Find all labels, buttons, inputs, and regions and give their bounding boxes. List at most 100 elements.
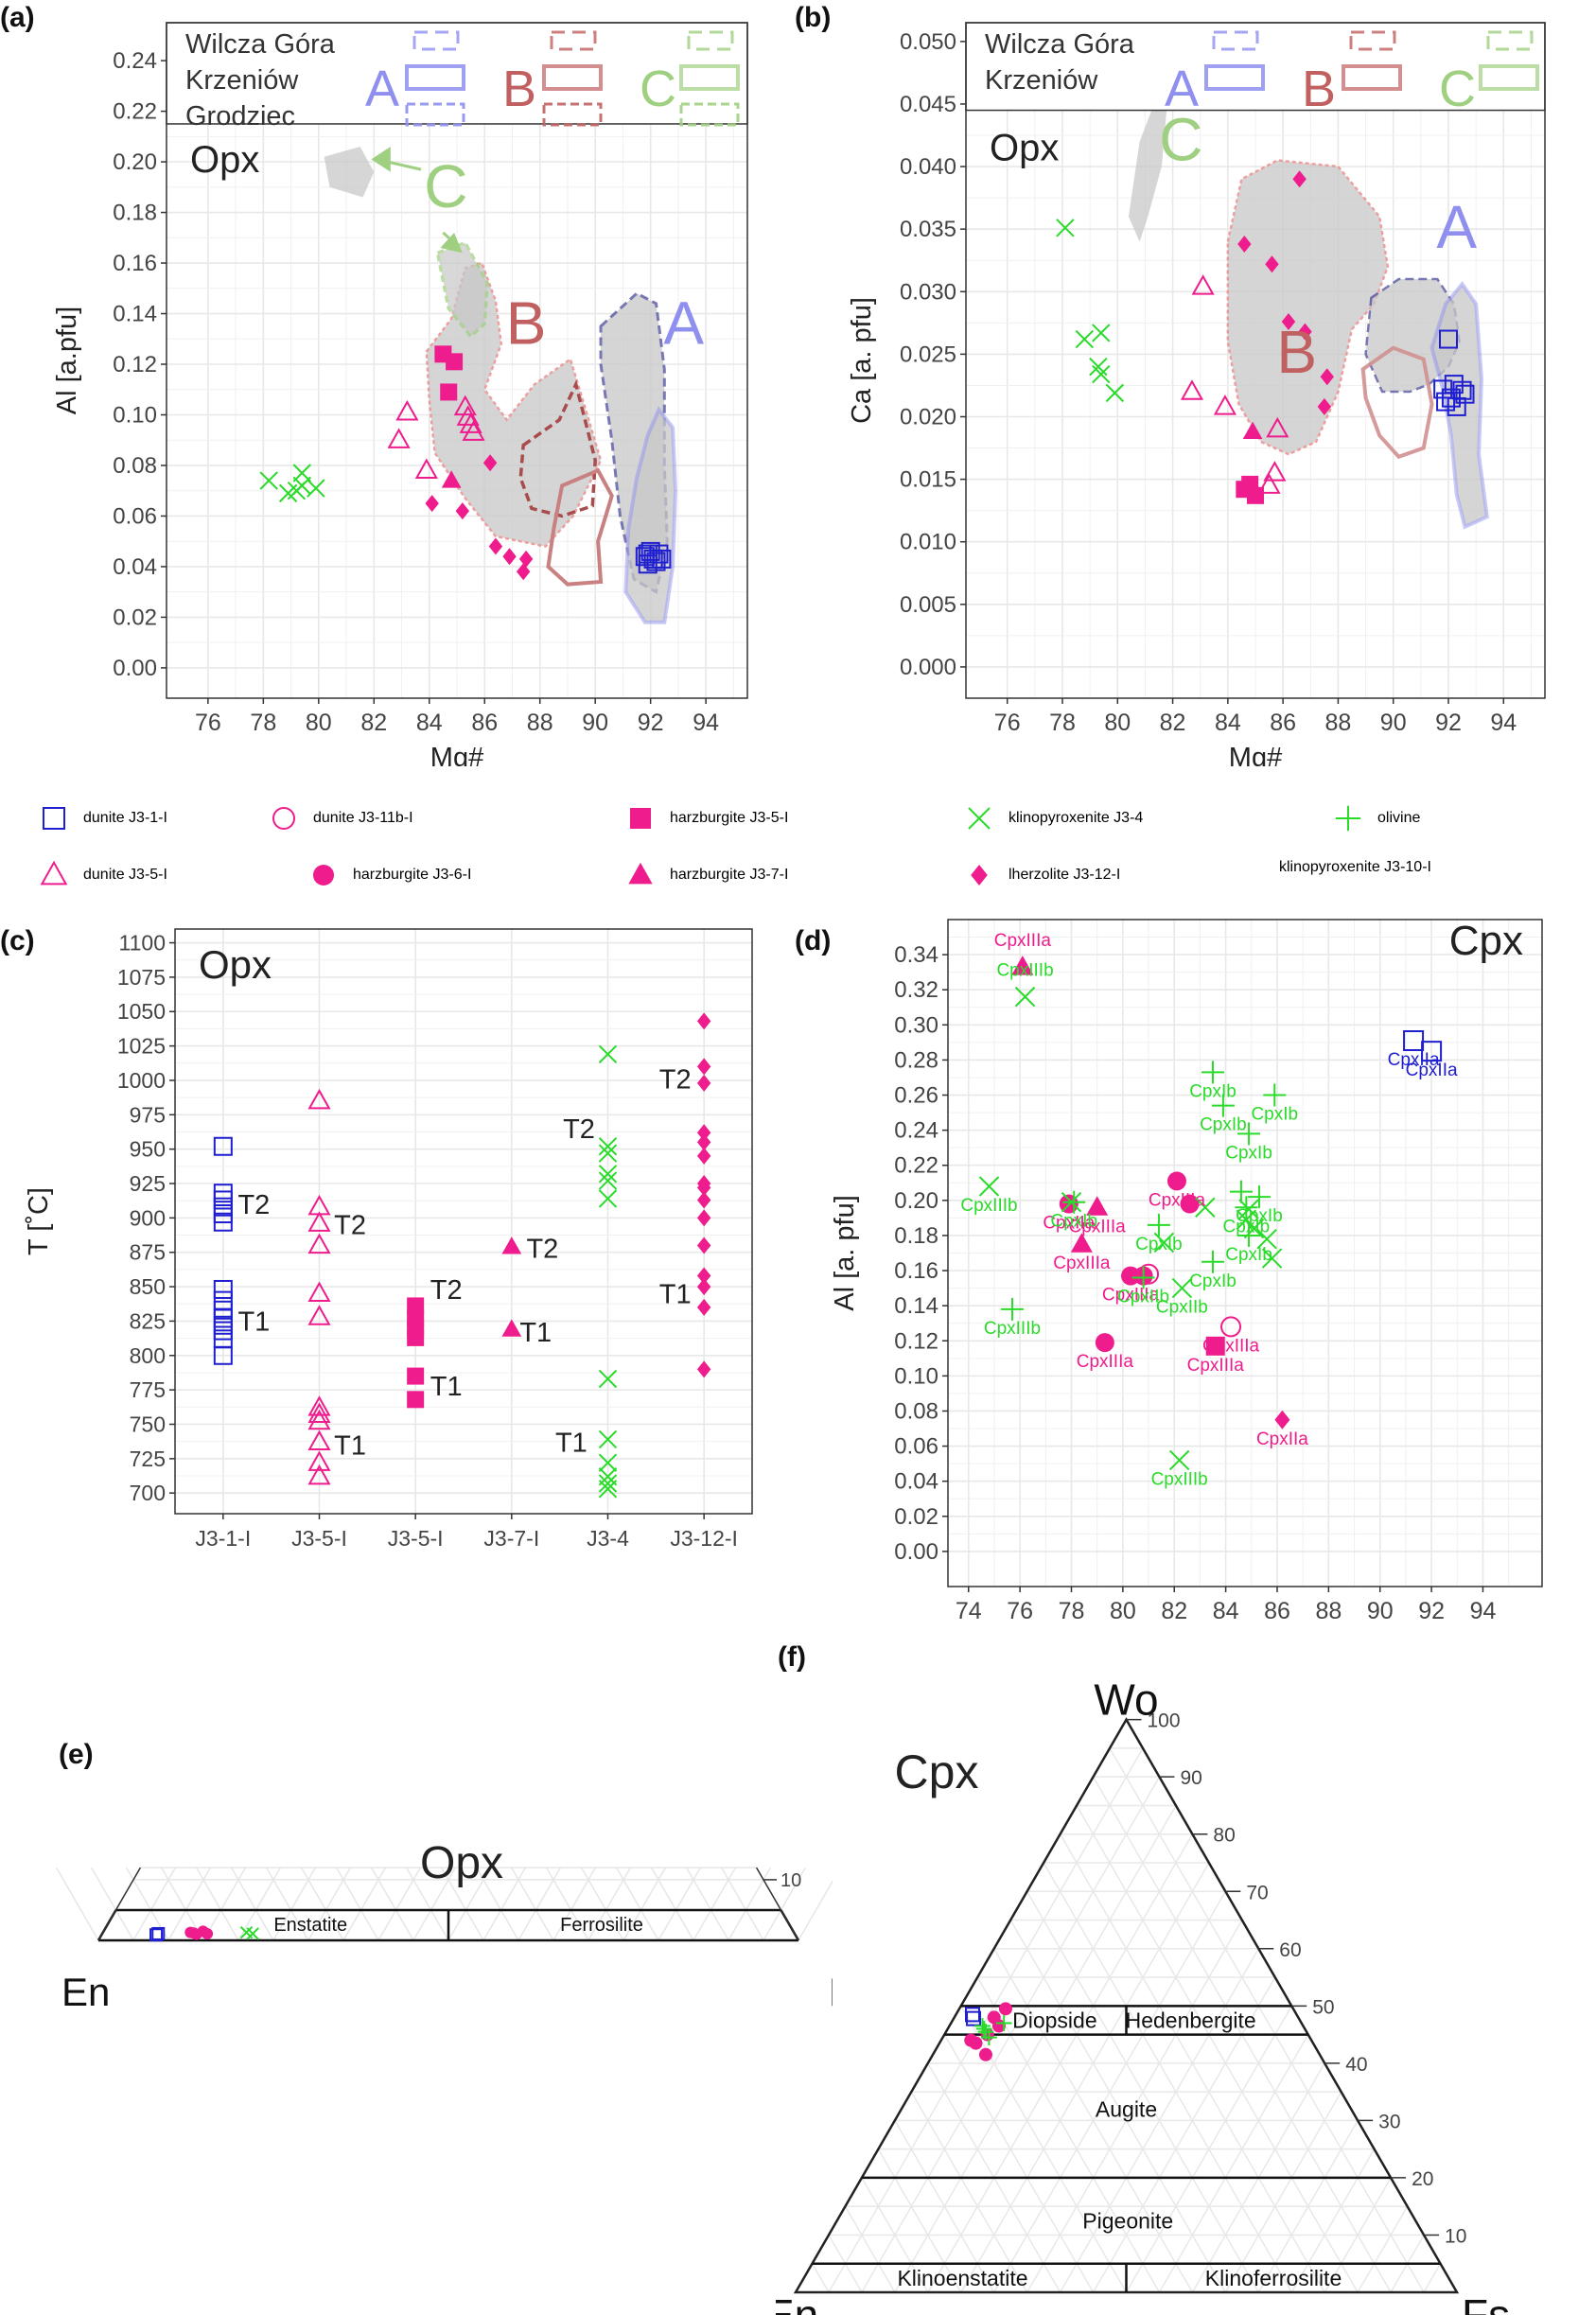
x-tick-label: 80 [1110, 1598, 1136, 1624]
x-tick-label: 94 [693, 710, 719, 736]
x-tick-label: 76 [1007, 1598, 1033, 1624]
axis-tick-label: 80 [1213, 1825, 1235, 1847]
y-tick-label: 0.035 [900, 217, 956, 242]
point-lherzolite-j3-12-i [1292, 170, 1307, 188]
point-olivine [1237, 1223, 1261, 1247]
point-label: CpxIb [1236, 1206, 1283, 1226]
legend-item: klinopyroxenite J3-10-I [1279, 859, 1431, 876]
corner-label-fs: Fs [1462, 2290, 1510, 2315]
point-lherzolite-j3-12-i [518, 550, 534, 568]
y-tick-label: 0.14 [894, 1293, 938, 1319]
y-tick-label: 0.32 [894, 977, 938, 1003]
point-dunite-j3-5-i [307, 1395, 331, 1416]
chart-a-opx-al-vs-mg: 76 78 80 82 84 86 88 90 92 94 0.00 0.02 0.04 0.06 0.08… [52, 22, 748, 766]
point-dunite-j3-5-i [307, 1464, 331, 1485]
point-lherzolite-j3-12-i [696, 1133, 711, 1151]
y-tick-label: 1100 [119, 931, 166, 956]
y-tick-label: 0.22 [894, 1153, 938, 1179]
legend-symbol-open-circle-icon [272, 807, 295, 830]
point-dunite-j3-5-i [307, 1281, 331, 1302]
point-dunite-j3-5-i [456, 405, 480, 426]
point-klinopyroxenite-j3-4 [598, 1480, 618, 1499]
legend-label: lherzolite J3-12-I [1008, 867, 1121, 883]
arrow-head-c-lower [440, 232, 463, 254]
point-lherzolite-j3-12-i [696, 1012, 711, 1030]
panel-label-d: (d) [795, 925, 832, 956]
axis-ticks: 76 78 80 82 84 86 88 90 92 94 0.00 0.02 0.04 0.06 0.08… [113, 48, 719, 736]
plot-background [175, 929, 752, 1514]
point-olivine [1131, 1266, 1155, 1289]
point-lherzolite-j3-12-i [482, 454, 498, 472]
point-label: CpxIIIa [1069, 1217, 1127, 1236]
field-label-ferrosilite: Ferrosilite [560, 1915, 643, 1936]
legend-symbol-open-triangle-icon [40, 860, 68, 886]
point-harzburgite-j3-7-i [1086, 1196, 1109, 1216]
point-olivine [1201, 1061, 1225, 1084]
legend-symbol-dashed-top [1349, 30, 1396, 51]
point-dunite-j3-5-i [414, 458, 438, 479]
chart-title: Cpx [1449, 918, 1523, 964]
grid-line [720, 1867, 764, 1941]
panel-label-c: (c) [0, 925, 35, 956]
legend-item: harzburgite J3-5-I [624, 802, 788, 834]
grid-line [342, 1867, 387, 1941]
legend-label: dunite J3-11b-I [313, 810, 413, 826]
legend-letter-B: B [1302, 61, 1336, 117]
x-tick-label: 82 [1160, 710, 1186, 736]
y-tick-label: 0.050 [900, 29, 956, 55]
point-lherzolite-j3-12-i [1265, 255, 1279, 273]
point-label: CpxIb [1225, 1143, 1272, 1163]
point-lherzolite-j3-12-i [696, 1191, 711, 1209]
y-tick-label: 0.08 [113, 453, 157, 479]
point-dunite-j3-5-i [307, 1088, 331, 1110]
legend: dunite J3-1-I dunite J3-11b-I harzburgite … [0, 785, 1596, 899]
chart-title: Opx [199, 942, 272, 987]
y-tick-label: 0.14 [113, 302, 157, 327]
point-dunite-j3-1-i [213, 1345, 233, 1365]
x-tick-label: 74 [956, 1598, 982, 1624]
grid-line [1109, 1747, 1425, 2293]
y-tick-label: 0.02 [113, 605, 157, 630]
x-tick-label: 88 [1325, 710, 1352, 736]
ternary-grid [811, 1747, 1442, 2293]
point-dunite-j3-1-i [149, 1928, 164, 1942]
point-pink-samples [998, 2002, 1012, 2016]
field-label-hedenbergite: Hedenbergite [1126, 2008, 1256, 2032]
point-harzburgite-j3-6-i [1180, 1194, 1200, 1214]
y-tick-label: 875 [130, 1240, 166, 1265]
legend-letter-B: B [502, 61, 536, 117]
x-tick-label: 84 [416, 710, 443, 736]
y-tick-label: 0.010 [900, 530, 956, 555]
y-tick-label: 0.08 [894, 1398, 938, 1424]
legend-item: harzburgite J3-7-I [624, 859, 788, 891]
axis-tick-label: 10 [780, 1870, 801, 1891]
y-tick-label: 0.20 [894, 1188, 938, 1214]
y-tick-label: 0.06 [113, 503, 157, 529]
arrow-head-c-upper [371, 147, 391, 172]
point-label: CpxIIa [1043, 1214, 1095, 1234]
grid-line [1043, 1862, 1292, 2293]
chart-d-cpx-al-vs-mg: 74 76 78 80 82 84 86 88 90 92 94 0.00 0.02 0.04 0.06 0.… [830, 918, 1543, 1624]
point-dunite-j3-1-i [1455, 384, 1475, 404]
point-harzburgite-j3-7-i [441, 470, 462, 488]
y-tick-label: 1000 [117, 1068, 166, 1093]
x-tick-label: 90 [582, 710, 608, 736]
grid-line [894, 1805, 1177, 2293]
x-tick-label: 78 [1049, 710, 1076, 736]
field-c-green [435, 240, 489, 340]
y-tick-label: 0.22 [113, 99, 157, 125]
y-tick-label: 0.20 [113, 149, 157, 175]
point-pink-samples [978, 2047, 992, 2061]
x-tick-label: J3-5-I [388, 1526, 444, 1551]
point-dunite-j3-5-i [1266, 416, 1289, 438]
point-dunite-j3-1-i [213, 1136, 233, 1156]
x-tick-label: J3-12-I [670, 1526, 738, 1551]
axis-right [755, 1867, 799, 1941]
y-tick-label: 975 [130, 1102, 166, 1127]
point-dunite-j3-1-i [638, 544, 658, 564]
point-label: CpxIIb [1117, 1287, 1169, 1307]
x-tick-label: 82 [360, 710, 387, 736]
y-tick-label: 900 [130, 1205, 166, 1230]
grid-line [910, 2091, 1028, 2293]
point-lherzolite-j3-12-i [1317, 397, 1332, 415]
